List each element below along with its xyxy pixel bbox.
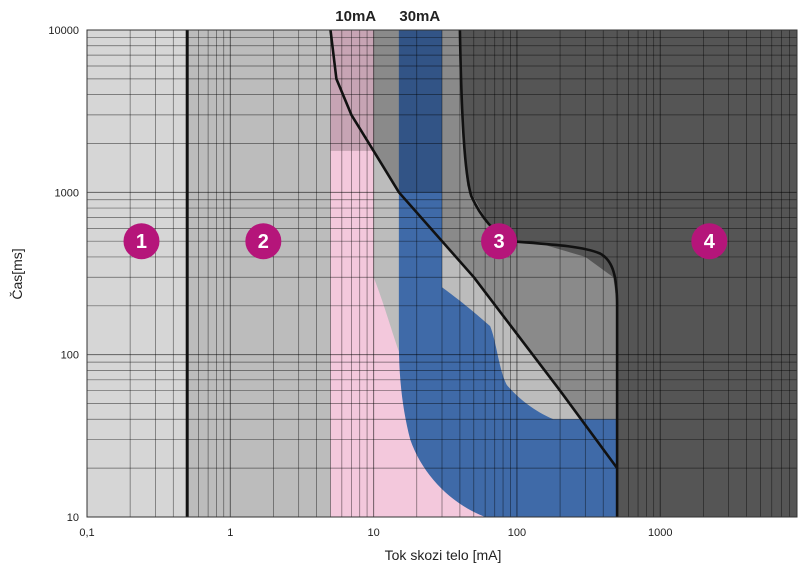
- y-tick-label: 10: [67, 512, 79, 524]
- current-label: 10mA: [335, 8, 376, 25]
- x-tick-label: 1000: [648, 527, 672, 539]
- x-tick-label: 10: [367, 527, 379, 539]
- zone-number: 2: [258, 231, 269, 253]
- x-tick-label: 1: [227, 527, 233, 539]
- x-tick-label: 0,1: [79, 527, 94, 539]
- band-30ma: [398, 30, 618, 517]
- zone-circle: [481, 223, 518, 260]
- zone-circle: [245, 223, 282, 260]
- zone-marker: 2: [245, 223, 282, 260]
- zone-number: 3: [493, 231, 504, 253]
- zone-marker: 4: [691, 223, 728, 260]
- zone-marker: 1: [123, 223, 160, 260]
- tick-labels: 0,1 1 10 100 1000 10 100 1000 10000: [48, 25, 672, 539]
- current-labels: 10mA 30mA: [335, 8, 440, 25]
- plot-frame: [86, 29, 798, 518]
- band-10ma-shade: [330, 30, 374, 151]
- x-tick-label: 100: [508, 527, 526, 539]
- y-tick-label: 100: [61, 350, 79, 362]
- y-axis-title: Čas[ms]: [9, 248, 25, 299]
- zone-number: 4: [704, 231, 716, 253]
- zone-markers: 1 2 3 4: [123, 223, 728, 260]
- current-label: 30mA: [399, 8, 440, 25]
- band-10ma: [330, 30, 486, 517]
- zone-circle: [691, 223, 728, 260]
- y-tick-label: 1000: [55, 187, 79, 199]
- zone-marker: 3: [481, 223, 518, 260]
- plot-border: [86, 29, 798, 518]
- boundary-zone-2-3: [329, 29, 619, 469]
- zone-number: 1: [136, 231, 147, 253]
- plot-background: [87, 30, 797, 517]
- x-axis-title: Tok skozi telo [mA]: [385, 547, 502, 563]
- band-30ma-shade: [398, 30, 442, 193]
- zone-1-fill: [87, 30, 188, 517]
- zone-circle: [123, 223, 160, 260]
- y-tick-label: 10000: [48, 25, 79, 37]
